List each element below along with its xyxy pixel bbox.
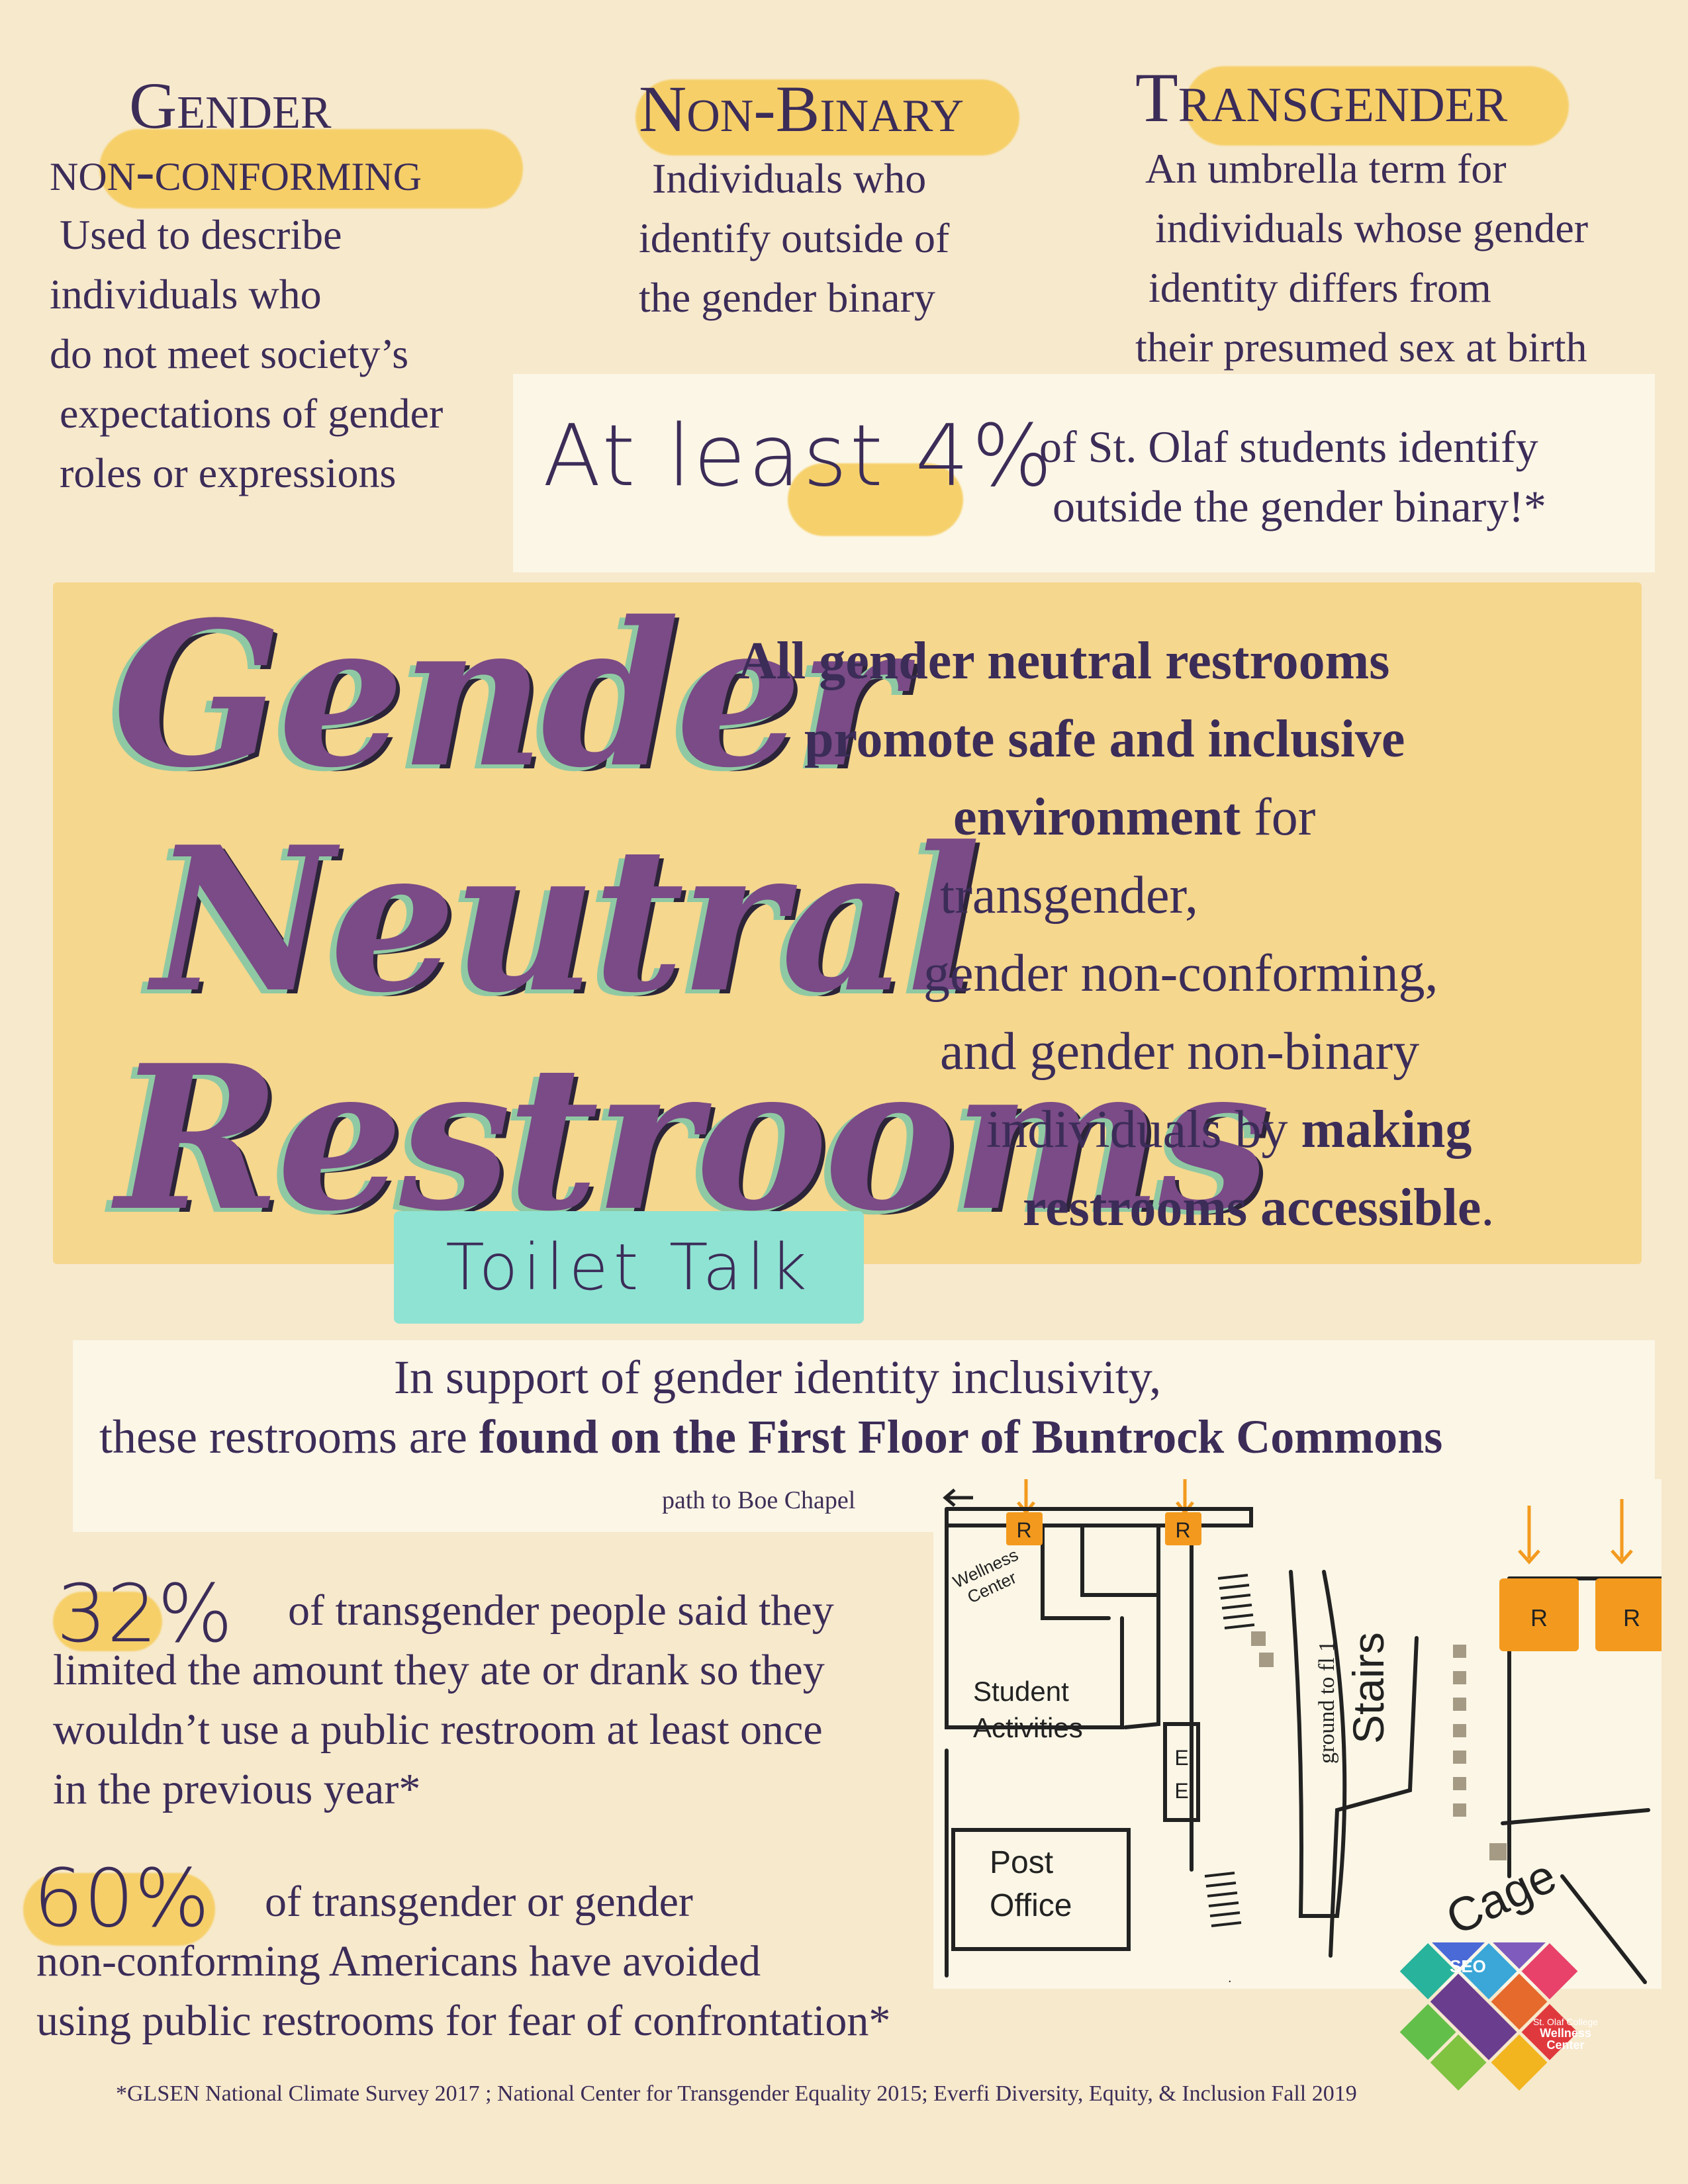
post-office-line1: Post [990, 1845, 1053, 1880]
statement-line: and gender non-binary [940, 1023, 1419, 1081]
stat-32-line: limited the amount they ate or drank so … [53, 1641, 825, 1700]
stat-60-line: non-conforming Americans have avoided [36, 1933, 761, 1991]
restroom-label: R [1175, 1518, 1190, 1542]
term-desc-line: the gender binary [639, 268, 935, 328]
term-title-line2: non-conforming [50, 142, 422, 199]
support-line2: these restrooms are found on the First F… [99, 1410, 1442, 1465]
statement-bold: making [1301, 1101, 1472, 1159]
statement-bold: environment [953, 788, 1241, 846]
logo-seo-label: SEO [1450, 1956, 1486, 1976]
term-desc-line: individuals whose gender [1155, 199, 1588, 258]
term-desc-line: identity differs from [1149, 258, 1491, 318]
term-title: Transgender [1135, 63, 1507, 133]
logo-line1: St. Olaf College [1533, 2017, 1598, 2027]
term-title: Non-Binary [639, 76, 964, 142]
elevator-label: E [1174, 1746, 1188, 1770]
statement-line: . [1481, 1179, 1494, 1237]
statement-line: for [1241, 788, 1315, 846]
restroom-marker: R [1165, 1512, 1201, 1545]
term-title: Gender [129, 73, 332, 139]
post-office-line2: Office [990, 1888, 1072, 1923]
term-desc-line: Used to describe [60, 205, 342, 265]
term-desc-line: do not meet society’s [50, 324, 408, 384]
stairs-label: Stairs [1344, 1632, 1393, 1744]
statement-bold: restrooms accessible [1023, 1179, 1481, 1237]
stat-60-pct: 60% [33, 1853, 210, 1945]
support-line1: In support of gender identity inclusivit… [394, 1350, 1161, 1405]
student-activities-line1: Student [973, 1676, 1069, 1707]
stat-lead: At least 4% [543, 407, 1055, 506]
wellness-center-logo: SEO St. Olaf College Wellness Center [1400, 1942, 1638, 2154]
stat-32-line: wouldn’t use a public restroom at least … [53, 1701, 823, 1759]
term-desc-line: identify outside of [639, 208, 949, 268]
elevator-label: E [1174, 1779, 1188, 1803]
stat-banner-line2: outside the gender binary!* [1053, 477, 1546, 536]
main-statement: All gender neutral restrooms promote saf… [728, 622, 1642, 1247]
stat-60-line: of transgender or gender [265, 1873, 693, 1931]
statement-line: promote safe and inclusive [804, 710, 1405, 768]
floor-map: R R R R Wellness Center Student Activiti… [933, 1479, 1662, 1989]
term-desc-line: roles or expressions [60, 443, 396, 503]
stat-32-line: in the previous year* [53, 1760, 420, 1819]
term-desc-line: expectations of gender [60, 384, 443, 443]
term-desc-line: Individuals who [652, 149, 926, 208]
statement-line: transgender, [940, 866, 1198, 925]
stair-steps [1205, 1575, 1254, 1926]
wellness-center-label: Wellness Center [950, 1545, 1030, 1610]
svg-text:.: . [1228, 1971, 1232, 1985]
logo-line2: Wellness [1540, 2026, 1591, 2040]
path-arrow-icon [945, 1490, 973, 1506]
toilet-talk-tag: Toilet Talk [394, 1211, 864, 1324]
restroom-label: R [1623, 1604, 1640, 1631]
footnote: *GLSEN National Climate Survey 2017 ; Na… [116, 2081, 1357, 2107]
statement-line: gender non-conforming, [923, 944, 1438, 1003]
support-line2-bold: found on the First Floor of Buntrock Com… [479, 1410, 1442, 1463]
restroom-marker: R [1595, 1578, 1662, 1651]
restroom-marker: R [1499, 1578, 1579, 1651]
term-desc-line: individuals who [50, 265, 322, 324]
logo-line3: Center [1546, 2038, 1584, 2052]
restroom-marker: R [1006, 1512, 1043, 1545]
statement-line: individuals by [986, 1101, 1301, 1159]
path-label: path to Boe Chapel [662, 1486, 855, 1515]
stairs-sub-label: ground to fl 1 [1315, 1641, 1339, 1764]
stat-banner-line1: of St. Olaf students identify [1039, 417, 1538, 477]
support-line2-start: these restrooms are [99, 1410, 479, 1463]
stat-60-line: using public restrooms for fear of confr… [36, 1992, 890, 2050]
student-activities-line2: Activities [973, 1712, 1083, 1743]
stat-32-line: of transgender people said they [288, 1582, 834, 1640]
term-desc-line: An umbrella term for [1145, 139, 1507, 199]
arrow-down-icon [1018, 1479, 1632, 1562]
restroom-label: R [1016, 1518, 1031, 1542]
cage-label: Cage [1438, 1849, 1564, 1945]
statement-line: All gender neutral restrooms [738, 632, 1389, 690]
restroom-label: R [1530, 1604, 1548, 1631]
term-desc-line: their presumed sex at birth [1135, 318, 1587, 377]
